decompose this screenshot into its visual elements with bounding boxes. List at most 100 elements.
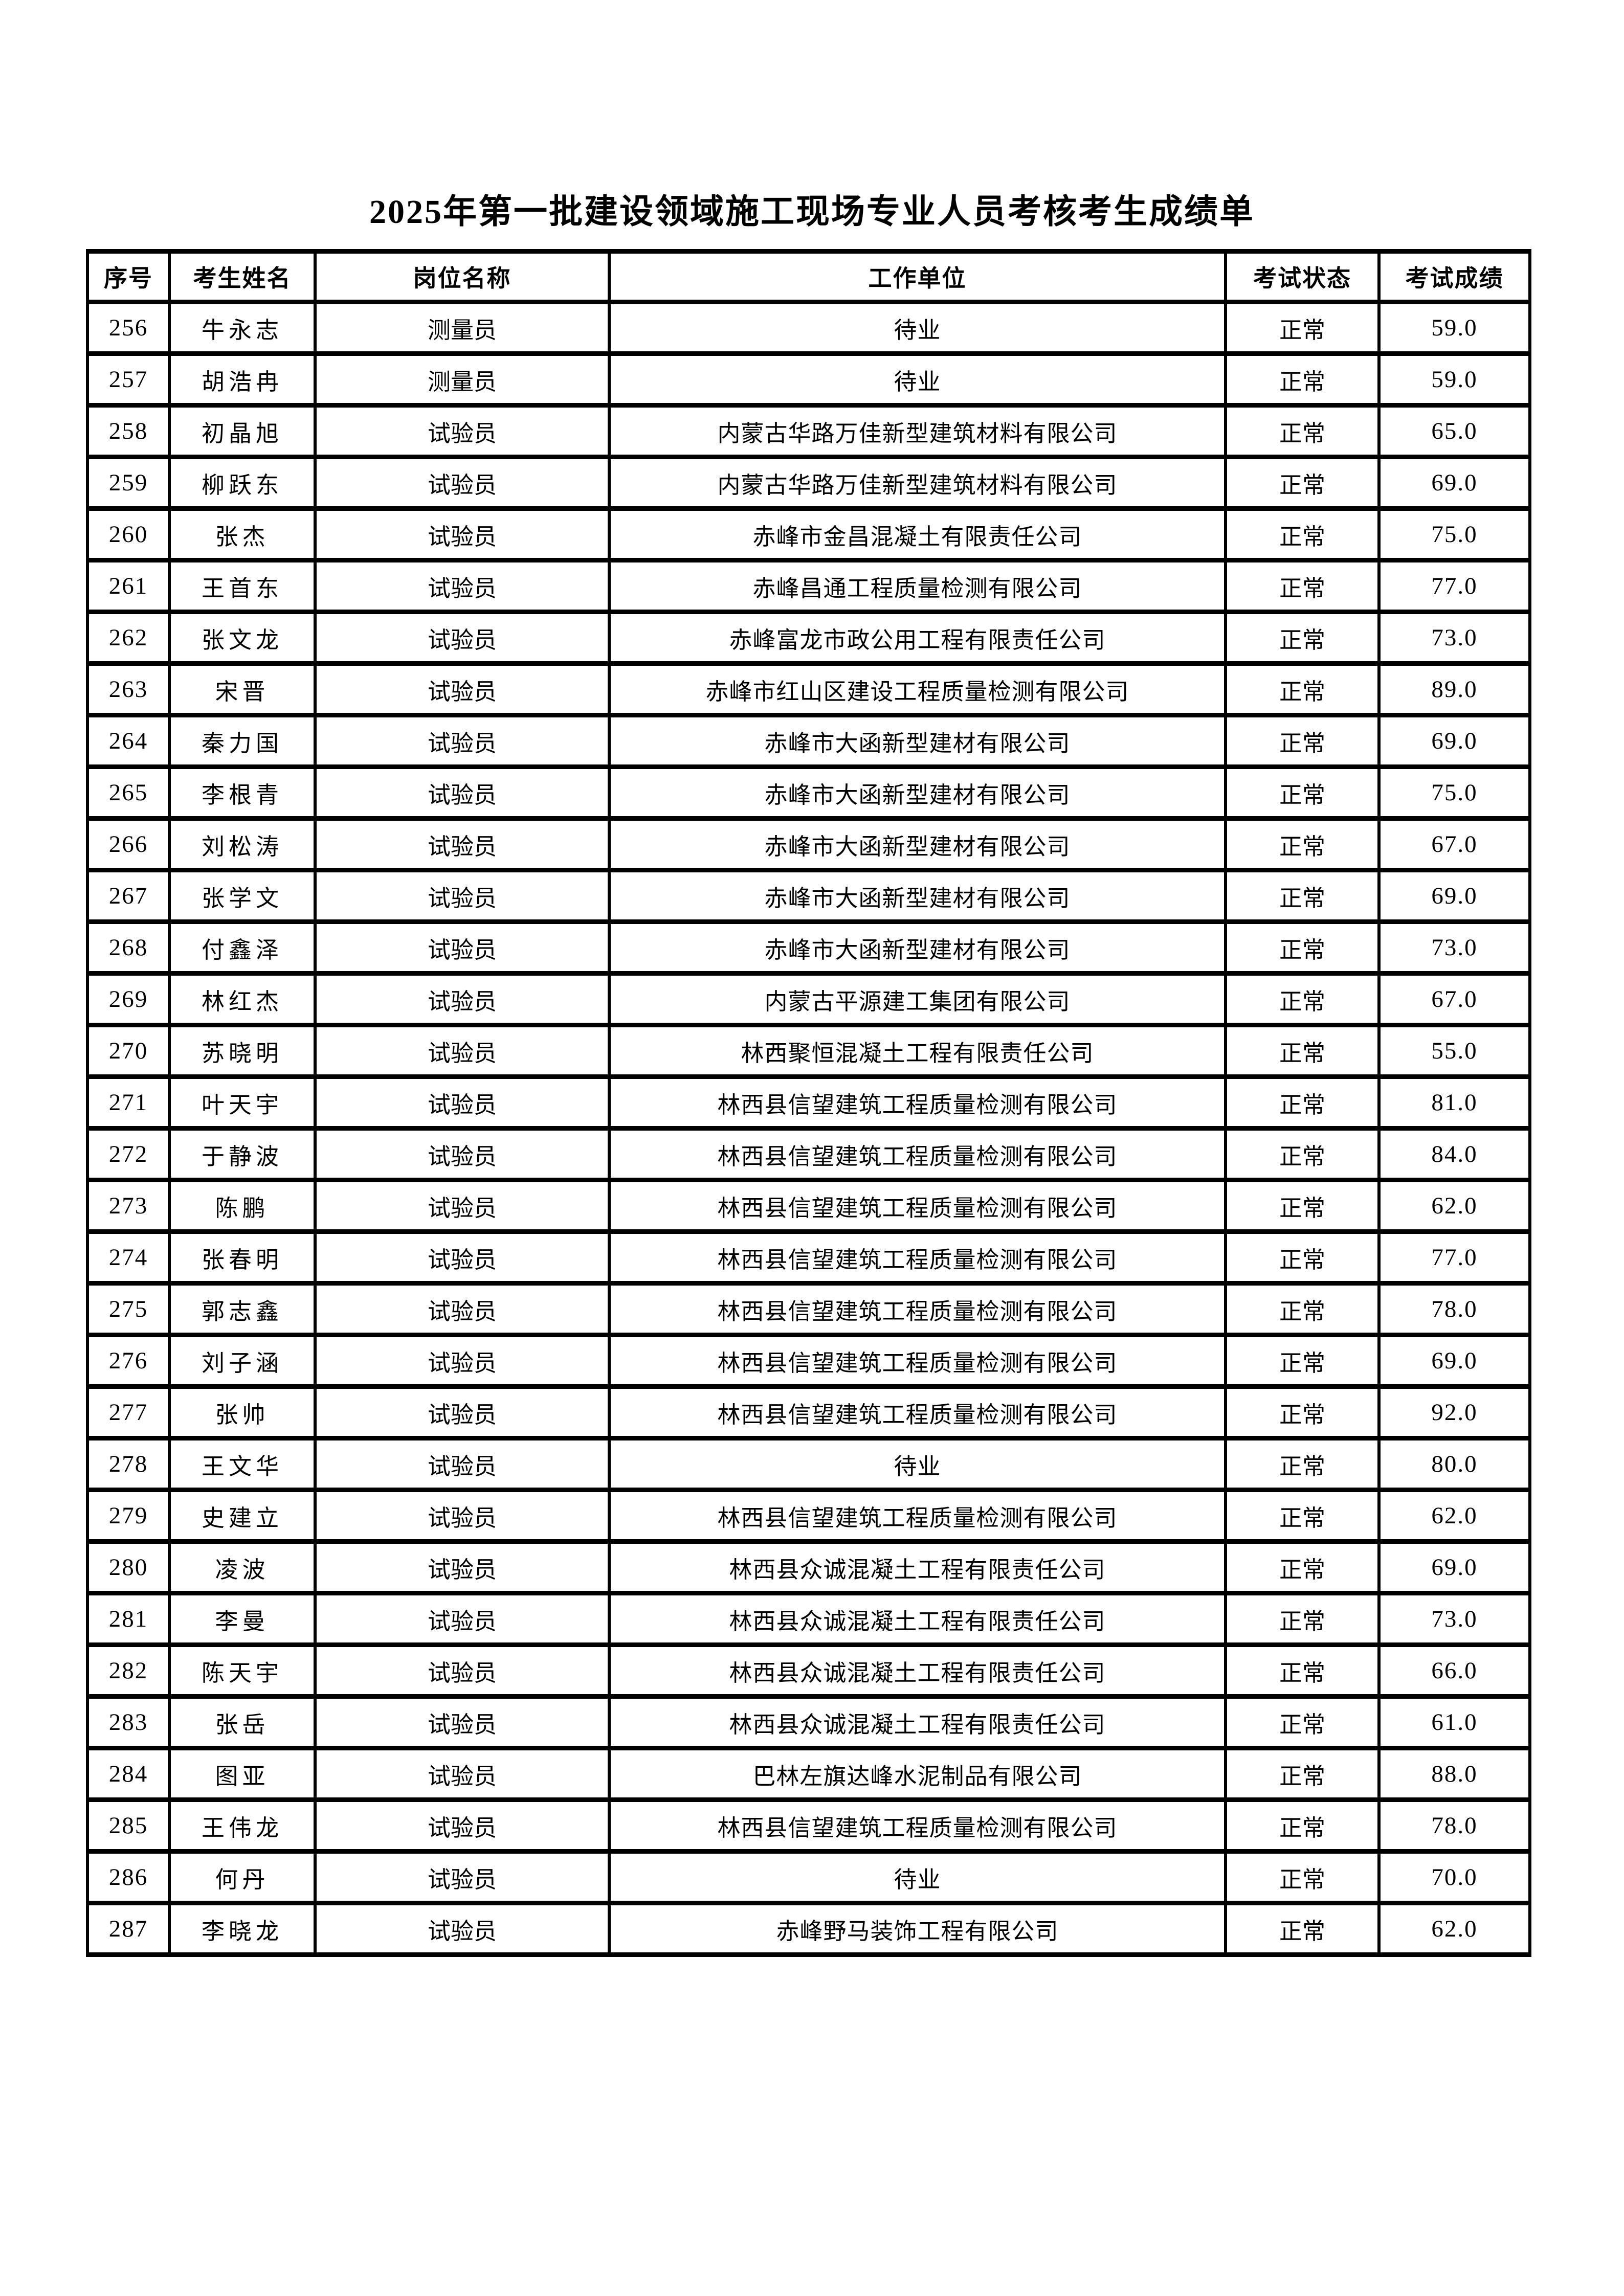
cell-name: 凌波 [168, 1539, 317, 1595]
cell-no: 274 [86, 1229, 171, 1286]
table-row: 256 牛永志 测量员 待业 正常 59.0 [86, 300, 1531, 356]
cell-position: 试验员 [314, 1901, 611, 1957]
header-row: 序号 考生姓名 岗位名称 工作单位 考试状态 考试成绩 [86, 249, 1531, 304]
cell-no: 273 [86, 1178, 171, 1234]
cell-name: 于静波 [168, 1126, 317, 1182]
cell-position: 试验员 [314, 1797, 611, 1854]
cell-status: 正常 [1224, 351, 1381, 408]
cell-status: 正常 [1224, 1488, 1381, 1544]
cell-score: 59.0 [1377, 300, 1531, 356]
cell-no: 276 [86, 1333, 171, 1389]
cell-employer: 林西县信望建筑工程质量检测有限公司 [608, 1488, 1227, 1544]
cell-employer: 林西县众诚混凝土工程有限责任公司 [608, 1642, 1227, 1699]
cell-score: 75.0 [1377, 764, 1531, 821]
cell-name: 陈天宇 [168, 1642, 317, 1699]
cell-no: 266 [86, 816, 171, 872]
table-row: 284 图亚 试验员 巴林左旗达峰水泥制品有限公司 正常 88.0 [86, 1746, 1531, 1802]
col-header-candidate-name: 考生姓名 [168, 249, 317, 304]
cell-no: 269 [86, 971, 171, 1027]
cell-score: 69.0 [1377, 455, 1531, 511]
col-header-position: 岗位名称 [314, 249, 611, 304]
cell-score: 80.0 [1377, 1436, 1531, 1492]
cell-score: 78.0 [1377, 1797, 1531, 1854]
cell-position: 试验员 [314, 1074, 611, 1131]
table-row: 274 张春明 试验员 林西县信望建筑工程质量检测有限公司 正常 77.0 [86, 1229, 1531, 1286]
cell-employer: 内蒙古平源建工集团有限公司 [608, 971, 1227, 1027]
cell-status: 正常 [1224, 1642, 1381, 1699]
cell-employer: 赤峰富龙市政公用工程有限责任公司 [608, 610, 1227, 666]
cell-employer: 林西县信望建筑工程质量检测有限公司 [608, 1384, 1227, 1440]
cell-employer: 待业 [608, 1849, 1227, 1905]
cell-score: 77.0 [1377, 1229, 1531, 1286]
cell-score: 67.0 [1377, 971, 1531, 1027]
cell-name: 柳跃东 [168, 455, 317, 511]
table-row: 285 王伟龙 试验员 林西县信望建筑工程质量检测有限公司 正常 78.0 [86, 1797, 1531, 1854]
cell-status: 正常 [1224, 919, 1381, 976]
table-row: 279 史建立 试验员 林西县信望建筑工程质量检测有限公司 正常 62.0 [86, 1488, 1531, 1544]
cell-score: 62.0 [1377, 1901, 1531, 1957]
cell-status: 正常 [1224, 1746, 1381, 1802]
cell-position: 试验员 [314, 971, 611, 1027]
cell-name: 张文龙 [168, 610, 317, 666]
cell-employer: 赤峰市大函新型建材有限公司 [608, 919, 1227, 976]
cell-score: 69.0 [1377, 1539, 1531, 1595]
cell-employer: 内蒙古华路万佳新型建筑材料有限公司 [608, 403, 1227, 459]
cell-no: 262 [86, 610, 171, 666]
cell-status: 正常 [1224, 1023, 1381, 1079]
cell-name: 图亚 [168, 1746, 317, 1802]
cell-score: 84.0 [1377, 1126, 1531, 1182]
cell-position: 试验员 [314, 1849, 611, 1905]
cell-employer: 林西县信望建筑工程质量检测有限公司 [608, 1333, 1227, 1389]
cell-status: 正常 [1224, 1333, 1381, 1389]
cell-score: 73.0 [1377, 610, 1531, 666]
cell-employer: 赤峰市红山区建设工程质量检测有限公司 [608, 661, 1227, 717]
cell-score: 81.0 [1377, 1074, 1531, 1131]
table-row: 258 初晶旭 试验员 内蒙古华路万佳新型建筑材料有限公司 正常 65.0 [86, 403, 1531, 459]
col-header-index: 序号 [86, 249, 171, 304]
cell-status: 正常 [1224, 300, 1381, 356]
table-row: 286 何丹 试验员 待业 正常 70.0 [86, 1849, 1531, 1905]
cell-name: 胡浩冉 [168, 351, 317, 408]
cell-status: 正常 [1224, 403, 1381, 459]
cell-no: 267 [86, 868, 171, 924]
col-header-exam-score: 考试成绩 [1377, 249, 1531, 304]
cell-position: 试验员 [314, 919, 611, 976]
table-row: 269 林红杰 试验员 内蒙古平源建工集团有限公司 正常 67.0 [86, 971, 1531, 1027]
cell-status: 正常 [1224, 1591, 1381, 1647]
cell-no: 272 [86, 1126, 171, 1182]
table-row: 263 宋晋 试验员 赤峰市红山区建设工程质量检测有限公司 正常 89.0 [86, 661, 1531, 717]
table-row: 265 李根青 试验员 赤峰市大函新型建材有限公司 正常 75.0 [86, 764, 1531, 821]
cell-score: 66.0 [1377, 1642, 1531, 1699]
cell-no: 283 [86, 1694, 171, 1750]
cell-employer: 林西县众诚混凝土工程有限责任公司 [608, 1591, 1227, 1647]
cell-status: 正常 [1224, 1229, 1381, 1286]
cell-employer: 赤峰市金昌混凝土有限责任公司 [608, 506, 1227, 562]
cell-no: 280 [86, 1539, 171, 1595]
table-row: 268 付鑫泽 试验员 赤峰市大函新型建材有限公司 正常 73.0 [86, 919, 1531, 976]
cell-status: 正常 [1224, 661, 1381, 717]
cell-score: 69.0 [1377, 868, 1531, 924]
cell-employer: 林西聚恒混凝土工程有限责任公司 [608, 1023, 1227, 1079]
cell-position: 测量员 [314, 351, 611, 408]
cell-position: 试验员 [314, 1281, 611, 1337]
cell-no: 285 [86, 1797, 171, 1854]
cell-employer: 赤峰市大函新型建材有限公司 [608, 816, 1227, 872]
table-row: 276 刘子涵 试验员 林西县信望建筑工程质量检测有限公司 正常 69.0 [86, 1333, 1531, 1389]
cell-no: 261 [86, 558, 171, 614]
cell-score: 69.0 [1377, 713, 1531, 769]
cell-score: 75.0 [1377, 506, 1531, 562]
cell-employer: 林西县信望建筑工程质量检测有限公司 [608, 1126, 1227, 1182]
cell-status: 正常 [1224, 816, 1381, 872]
cell-no: 271 [86, 1074, 171, 1131]
cell-score: 73.0 [1377, 919, 1531, 976]
cell-employer: 赤峰野马装饰工程有限公司 [608, 1901, 1227, 1957]
cell-score: 62.0 [1377, 1178, 1531, 1234]
cell-no: 263 [86, 661, 171, 717]
col-header-exam-status: 考试状态 [1224, 249, 1381, 304]
cell-name: 李曼 [168, 1591, 317, 1647]
cell-name: 王首东 [168, 558, 317, 614]
table-row: 275 郭志鑫 试验员 林西县信望建筑工程质量检测有限公司 正常 78.0 [86, 1281, 1531, 1337]
cell-name: 王文华 [168, 1436, 317, 1492]
cell-position: 试验员 [314, 1333, 611, 1389]
table-row: 264 秦力国 试验员 赤峰市大函新型建材有限公司 正常 69.0 [86, 713, 1531, 769]
